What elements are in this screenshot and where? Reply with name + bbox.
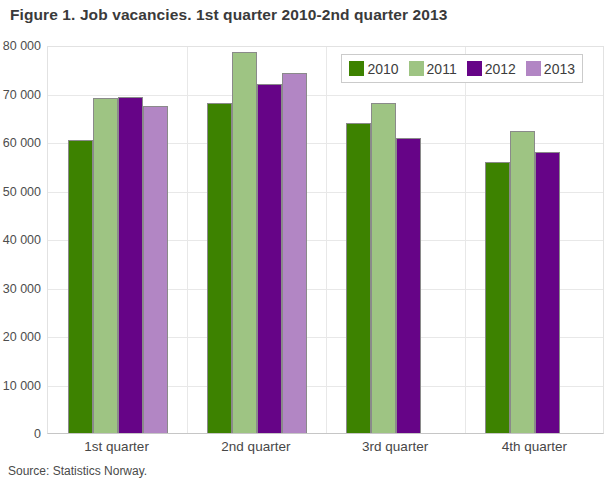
- legend-label-2012: 2012: [485, 61, 516, 77]
- x-tick-label: 4th quarter: [465, 439, 604, 454]
- figure-container: Figure 1. Job vacancies. 1st quarter 201…: [0, 0, 610, 488]
- legend-item-2012: 2012: [467, 61, 516, 77]
- bar-2013-2nd-quarter: [282, 73, 307, 433]
- bar-2012-3rd-quarter: [396, 138, 421, 433]
- bar-2012-4th-quarter: [535, 152, 560, 433]
- y-tick-label: 60 000: [0, 135, 41, 151]
- legend-swatch-2013: [526, 61, 541, 76]
- y-tick-label: 80 000: [0, 38, 41, 54]
- y-axis-labels: 010 00020 00030 00040 00050 00060 00070 …: [0, 46, 41, 436]
- bar-2010-1st-quarter: [68, 140, 93, 433]
- legend-swatch-2010: [349, 61, 364, 76]
- category-divider: [465, 47, 466, 433]
- bar-2011-3rd-quarter: [371, 103, 396, 433]
- bar-2010-3rd-quarter: [346, 123, 371, 433]
- source-note: Source: Statistics Norway.: [8, 464, 147, 478]
- legend: 2010 2011 2012 2013: [341, 54, 583, 83]
- legend-swatch-2012: [467, 61, 482, 76]
- legend-label-2010: 2010: [367, 61, 398, 77]
- y-tick-label: 40 000: [0, 232, 41, 248]
- bar-2010-2nd-quarter: [207, 103, 232, 433]
- y-tick-label: 50 000: [0, 184, 41, 200]
- legend-label-2013: 2013: [544, 61, 575, 77]
- x-tick-label: 2nd quarter: [186, 439, 325, 454]
- y-tick-label: 30 000: [0, 281, 41, 297]
- legend-label-2011: 2011: [427, 61, 457, 77]
- y-tick-label: 70 000: [0, 87, 41, 103]
- legend-item-2011: 2011: [409, 61, 457, 77]
- y-tick-label: 10 000: [0, 378, 41, 394]
- legend-swatch-2011: [409, 61, 424, 76]
- x-axis-labels: 1st quarter2nd quarter3rd quarter4th qua…: [47, 439, 604, 454]
- category-divider: [326, 47, 327, 433]
- chart-title: Figure 1. Job vacancies. 1st quarter 201…: [10, 6, 447, 24]
- bar-2012-1st-quarter: [118, 97, 143, 433]
- plot-area: 2010 2011 2012 2013: [47, 46, 604, 434]
- y-tick-label: 0: [0, 426, 41, 442]
- bar-2011-2nd-quarter: [232, 52, 257, 433]
- bar-2011-1st-quarter: [93, 98, 118, 433]
- bar-2013-1st-quarter: [143, 106, 168, 433]
- category-divider: [187, 47, 188, 433]
- bar-2010-4th-quarter: [485, 162, 510, 433]
- legend-item-2010: 2010: [349, 61, 398, 77]
- bar-2011-4th-quarter: [510, 131, 535, 433]
- legend-item-2013: 2013: [526, 61, 575, 77]
- x-tick-label: 3rd quarter: [326, 439, 465, 454]
- bar-2012-2nd-quarter: [257, 84, 282, 433]
- x-tick-label: 1st quarter: [47, 439, 186, 454]
- y-tick-label: 20 000: [0, 329, 41, 345]
